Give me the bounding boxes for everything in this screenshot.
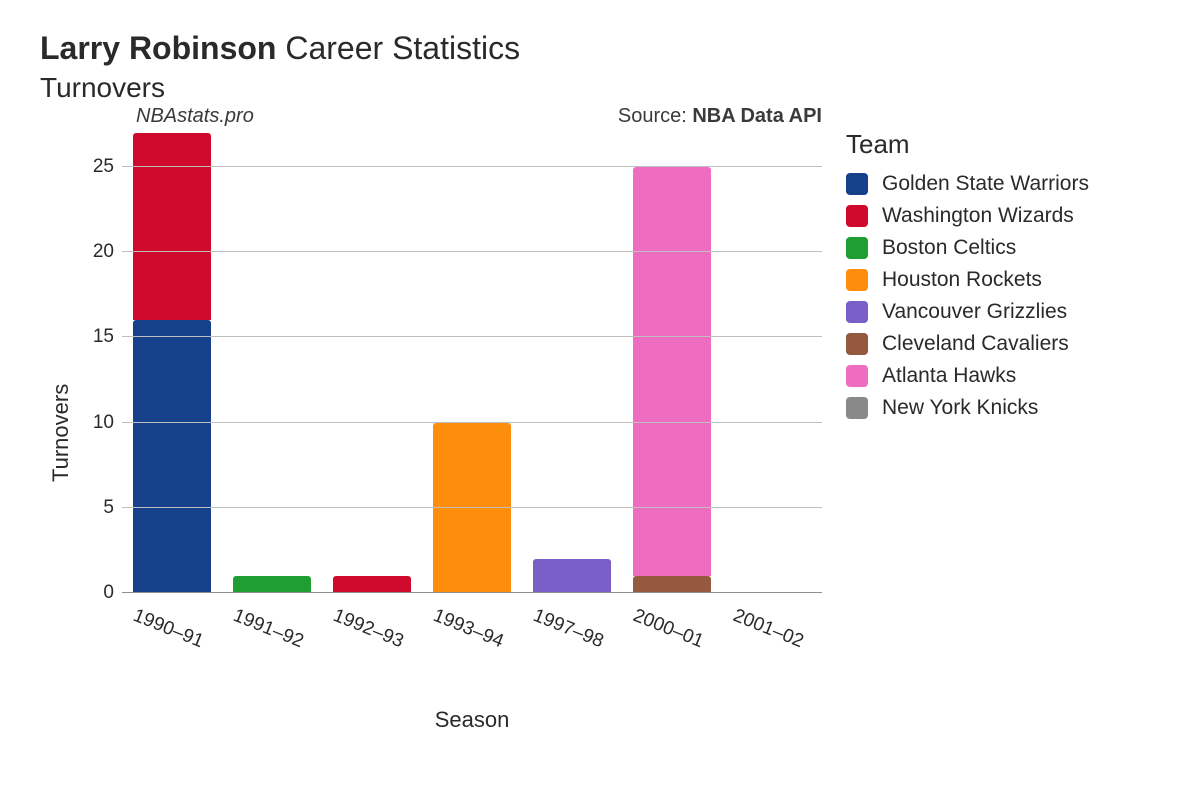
y-tick-label: 25: [74, 156, 114, 178]
legend-item: New York Knicks: [846, 392, 1089, 424]
bar: [333, 576, 411, 593]
bar: [533, 559, 611, 593]
legend-label: New York Knicks: [882, 396, 1038, 420]
legend-swatch: [846, 205, 868, 227]
legend-swatch: [846, 301, 868, 323]
y-tick-label: 0: [74, 582, 114, 604]
bar-segment: [133, 320, 211, 593]
y-axis-label: Turnovers: [40, 133, 74, 733]
x-tick-label: 1990–91: [130, 605, 207, 653]
legend-swatch: [846, 397, 868, 419]
x-tick-label: 1992–93: [330, 605, 407, 653]
gridline: [122, 251, 822, 252]
chart-title: Larry Robinson Career Statistics: [40, 28, 1160, 68]
bar: [633, 167, 711, 593]
x-tick-label: 1993–94: [430, 605, 507, 653]
x-tick-label: 1997–98: [530, 605, 607, 653]
gridline: [122, 336, 822, 337]
title-suffix: Career Statistics: [276, 30, 520, 66]
title-player-name: Larry Robinson: [40, 30, 276, 66]
bar-segment: [633, 576, 711, 593]
legend-label: Houston Rockets: [882, 268, 1042, 292]
legend-item: Washington Wizards: [846, 200, 1089, 232]
x-tick-label: 2001–02: [730, 605, 807, 653]
gridline: [122, 166, 822, 167]
legend-swatch: [846, 269, 868, 291]
gridline: [122, 422, 822, 423]
bar-segment: [333, 576, 411, 593]
legend-swatch: [846, 333, 868, 355]
legend-label: Cleveland Cavaliers: [882, 332, 1069, 356]
y-axis-ticks: 0510152025: [74, 133, 122, 593]
legend-label: Vancouver Grizzlies: [882, 300, 1067, 324]
source-value: NBA Data API: [692, 105, 822, 127]
source-annotation: Source: NBA Data API: [618, 105, 822, 128]
x-axis-ticks: 1990–91 1991–92 1992–93 1993–94 1997–98 2000–…: [122, 599, 822, 659]
x-tick-label: 1991–92: [230, 605, 307, 653]
legend-items: Golden State Warriors Washington Wizards B…: [846, 168, 1089, 424]
source-label: Source:: [618, 105, 692, 127]
y-tick-label: 20: [74, 241, 114, 263]
bar-segment: [533, 559, 611, 593]
bar-segment: [633, 167, 711, 576]
legend-item: Boston Celtics: [846, 232, 1089, 264]
legend-title: Team: [846, 129, 1089, 160]
plot-area: [122, 133, 822, 593]
y-tick-label: 15: [74, 326, 114, 348]
legend-label: Washington Wizards: [882, 204, 1074, 228]
legend-item: Houston Rockets: [846, 264, 1089, 296]
bar-segment: [133, 133, 211, 320]
bar: [133, 133, 211, 593]
x-axis-label: Season: [122, 707, 822, 733]
watermark-text: NBAstats.pro: [122, 105, 254, 128]
bars-layer: [122, 133, 822, 593]
gridline: [122, 507, 822, 508]
legend-item: Golden State Warriors: [846, 168, 1089, 200]
y-tick-label: 5: [74, 497, 114, 519]
caption-row: NBAstats.pro Source: NBA Data API: [122, 105, 822, 128]
x-tick-label: 2000–01: [630, 605, 707, 653]
legend-label: Atlanta Hawks: [882, 364, 1016, 388]
legend-item: Vancouver Grizzlies: [846, 296, 1089, 328]
legend-item: Atlanta Hawks: [846, 360, 1089, 392]
legend-label: Boston Celtics: [882, 236, 1016, 260]
y-tick-label: 10: [74, 412, 114, 434]
legend-swatch: [846, 237, 868, 259]
legend-label: Golden State Warriors: [882, 172, 1089, 196]
legend-item: Cleveland Cavaliers: [846, 328, 1089, 360]
bar-segment: [233, 576, 311, 593]
legend-swatch: [846, 173, 868, 195]
gridline: [122, 592, 822, 593]
chart-subtitle: Turnovers: [40, 70, 1160, 105]
legend: Team Golden State Warriors Washington Wiz…: [846, 129, 1089, 424]
chart-container: Larry Robinson Career Statistics Turnove…: [0, 0, 1200, 800]
legend-swatch: [846, 365, 868, 387]
bar: [233, 576, 311, 593]
